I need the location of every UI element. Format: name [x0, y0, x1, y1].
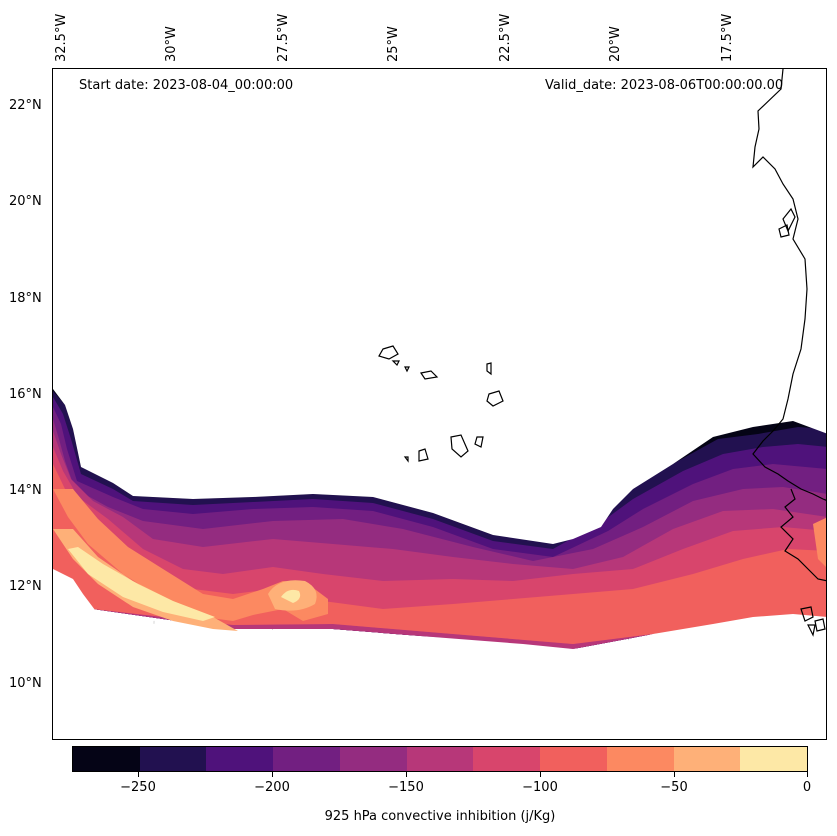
colorbar-swatch-2	[206, 747, 274, 771]
cbar-tick-200	[272, 772, 273, 777]
lat-label-18n: 18°N	[9, 291, 42, 306]
cbar-label-0: 0	[802, 780, 812, 795]
valid-date-label: Valid_date: 2023-08-06T00:00:00.00	[545, 78, 784, 93]
map-panel	[52, 68, 827, 740]
lat-label-16n: 16°N	[9, 387, 42, 402]
lon-label-27-5w: 27.5°W	[276, 13, 291, 62]
colorbar-swatch-7	[540, 747, 607, 771]
map-canvas	[53, 69, 826, 739]
colorbar-swatch-9	[673, 747, 741, 771]
colorbar-swatch-10	[740, 747, 808, 771]
data-mask	[53, 69, 826, 739]
colorbar-swatch-0	[73, 747, 140, 771]
lat-label-10n: 10°N	[9, 676, 42, 691]
cbar-label-50: −50	[660, 780, 688, 795]
cbar-tick-0	[807, 772, 808, 777]
cbar-label-200: −200	[254, 780, 290, 795]
lon-label-17-5w: 17.5°W	[720, 13, 735, 62]
lon-label-30w: 30°W	[164, 26, 179, 62]
band-25-spot	[281, 589, 301, 603]
colorbar-swatch-3	[273, 747, 340, 771]
colorbar-title: 925 hPa convective inhibition (j/Kg)	[324, 809, 556, 824]
cbar-label-100: −100	[522, 780, 558, 795]
lat-label-20n: 20°N	[9, 194, 42, 209]
colorbar-swatch-5	[406, 747, 474, 771]
coastlines	[378, 69, 826, 637]
band-25	[68, 547, 215, 621]
lat-label-14n: 14°N	[9, 483, 42, 498]
cbar-tick-150	[406, 772, 407, 777]
cbar-label-150: −150	[388, 780, 424, 795]
lon-label-22-5w: 22.5°W	[498, 13, 513, 62]
band-50	[53, 529, 238, 631]
lon-label-25w: 25°W	[386, 26, 401, 62]
cin-contours	[53, 387, 826, 649]
cbar-tick-100	[540, 772, 541, 777]
colorbar-swatch-4	[339, 747, 407, 771]
cbar-tick-50	[674, 772, 675, 777]
start-date-label: Start date: 2023-08-04_00:00:00	[79, 78, 294, 93]
lon-label-20w: 20°W	[608, 26, 623, 62]
east-coast-warm	[813, 517, 826, 567]
cbar-label-250: −250	[120, 780, 156, 795]
colorbar-swatch-8	[606, 747, 674, 771]
colorbar	[72, 746, 808, 772]
lat-label-12n: 12°N	[9, 579, 42, 594]
lat-label-22n: 22°N	[9, 98, 42, 113]
cbar-tick-250	[138, 772, 139, 777]
colorbar-swatch-1	[139, 747, 207, 771]
lon-label-32-5w: 32.5°W	[54, 13, 69, 62]
colorbar-swatch-6	[473, 747, 541, 771]
